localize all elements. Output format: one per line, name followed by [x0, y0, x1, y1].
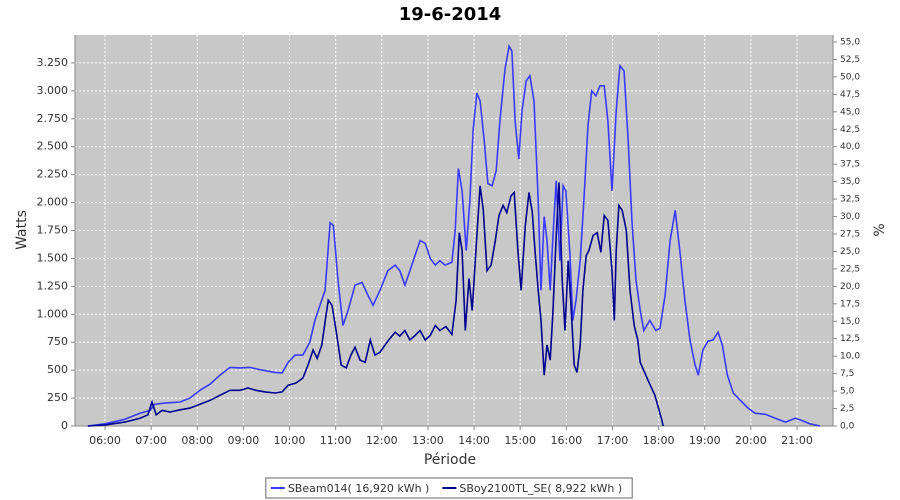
- plot-area: [75, 35, 833, 426]
- y-tick-label: 2.000: [37, 196, 69, 209]
- y2-tick-label: 52,5: [840, 55, 860, 65]
- x-tick-label: 11:00: [320, 434, 352, 447]
- y-tick-label: 1.000: [37, 307, 69, 320]
- chart-title: 19-6-2014: [399, 4, 502, 25]
- y2-tick-label: 37,5: [840, 160, 860, 170]
- legend-label: SBeam014( 16,920 kWh ): [288, 482, 430, 495]
- legend-label: SBoy2100TL_SE( 8,922 kWh ): [459, 482, 622, 495]
- x-tick-label: 17:00: [597, 434, 629, 447]
- y2-tick-label: 12,5: [840, 334, 860, 344]
- y2-tick-label: 50,0: [840, 72, 860, 82]
- x-tick-label: 07:00: [135, 434, 167, 447]
- x-tick-label: 10:00: [274, 434, 306, 447]
- y-tick-label: 250: [47, 391, 68, 404]
- y2-tick-label: 32,5: [840, 195, 860, 205]
- y-tick-label: 2.750: [37, 112, 69, 125]
- y-tick-label: 2.500: [37, 140, 69, 153]
- y2-tick-label: 17,5: [840, 299, 860, 309]
- y2-tick-label: 35,0: [840, 177, 860, 187]
- series-line: [87, 182, 664, 427]
- y2-axis-label: %: [872, 223, 888, 236]
- x-tick-label: 12:00: [366, 434, 398, 447]
- x-tick-label: 14:00: [458, 434, 490, 447]
- legend: SBeam014( 16,920 kWh ) SBoy2100TL_SE( 8,9…: [265, 477, 633, 499]
- x-tick-label: 15:00: [504, 434, 536, 447]
- y2-tick-label: 5,0: [840, 387, 855, 397]
- y2-tick-label: 25,0: [840, 247, 860, 257]
- y2-tick-label: 55,0: [840, 37, 860, 47]
- x-tick-label: 06:00: [89, 434, 121, 447]
- y-tick-label: 3.250: [37, 56, 69, 69]
- y2-tick-label: 30,0: [840, 212, 860, 222]
- y-axis-label: Watts: [14, 210, 30, 250]
- y2-tick-label: 22,5: [840, 264, 860, 274]
- y-tick-label: 1.750: [37, 224, 69, 237]
- x-tick-label: 19:00: [689, 434, 721, 447]
- y-tick-label: 2.250: [37, 168, 69, 181]
- y2-tick-label: 0,0: [840, 422, 855, 432]
- x-tick-label: 20:00: [735, 434, 767, 447]
- y-tick-label: 0: [61, 419, 68, 432]
- x-tick-label: 09:00: [228, 434, 260, 447]
- y2-tick-label: 40,0: [840, 142, 860, 152]
- x-tick-label: 08:00: [181, 434, 213, 447]
- y2-tick-label: 7,5: [840, 369, 854, 379]
- y2-tick-label: 2,5: [840, 404, 854, 414]
- x-axis-label: Période: [424, 452, 476, 468]
- y-tick-label: 500: [47, 363, 68, 376]
- y2-tick-label: 20,0: [840, 282, 860, 292]
- x-tick-label: 18:00: [643, 434, 675, 447]
- y2-tick-label: 47,5: [840, 90, 860, 100]
- y-tick-label: 3.000: [37, 84, 69, 97]
- y-tick-label: 750: [47, 335, 68, 348]
- y2-tick-label: 27,5: [840, 229, 860, 239]
- x-tick-label: 21:00: [781, 434, 813, 447]
- y2-tick-label: 42,5: [840, 125, 860, 135]
- y-tick-label: 1.250: [37, 279, 69, 292]
- y2-tick-label: 45,0: [840, 107, 860, 117]
- x-tick-label: 16:00: [550, 434, 582, 447]
- y2-tick-label: 15,0: [840, 317, 860, 327]
- y2-tick-label: 10,0: [840, 352, 860, 362]
- y-tick-label: 1.500: [37, 251, 69, 264]
- x-tick-label: 13:00: [412, 434, 444, 447]
- series-line: [87, 43, 821, 427]
